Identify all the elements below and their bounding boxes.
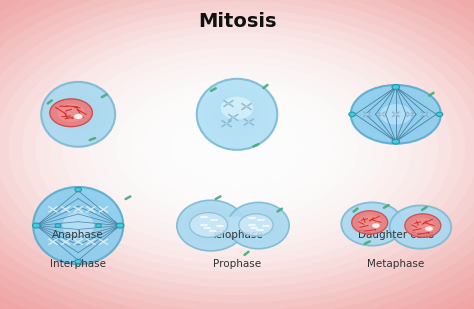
Ellipse shape: [197, 79, 277, 150]
Ellipse shape: [341, 202, 403, 246]
Ellipse shape: [69, 218, 87, 233]
Circle shape: [408, 113, 412, 116]
Circle shape: [116, 223, 124, 228]
Ellipse shape: [414, 223, 427, 231]
Circle shape: [75, 259, 82, 264]
Circle shape: [96, 224, 101, 227]
Circle shape: [75, 188, 82, 192]
Ellipse shape: [369, 97, 423, 132]
Ellipse shape: [60, 210, 96, 241]
Ellipse shape: [49, 88, 108, 140]
Ellipse shape: [0, 9, 474, 287]
Ellipse shape: [390, 205, 451, 249]
Ellipse shape: [240, 212, 277, 239]
Ellipse shape: [402, 214, 439, 240]
Ellipse shape: [41, 82, 115, 147]
Circle shape: [358, 215, 382, 230]
Circle shape: [405, 214, 441, 237]
Ellipse shape: [408, 218, 433, 236]
Ellipse shape: [390, 205, 451, 249]
Ellipse shape: [183, 205, 238, 246]
Circle shape: [50, 99, 92, 127]
Ellipse shape: [396, 210, 445, 244]
Circle shape: [372, 223, 380, 228]
Ellipse shape: [183, 117, 291, 179]
Ellipse shape: [33, 187, 123, 264]
Ellipse shape: [64, 101, 93, 127]
Circle shape: [225, 122, 228, 125]
Ellipse shape: [9, 17, 465, 280]
Ellipse shape: [197, 125, 277, 171]
Ellipse shape: [191, 210, 231, 241]
Circle shape: [245, 105, 248, 108]
Circle shape: [239, 214, 273, 236]
Ellipse shape: [63, 48, 411, 249]
Ellipse shape: [360, 215, 384, 233]
Circle shape: [227, 102, 230, 105]
Ellipse shape: [129, 87, 345, 210]
Ellipse shape: [351, 85, 441, 144]
Ellipse shape: [177, 200, 245, 251]
Ellipse shape: [351, 85, 441, 144]
Ellipse shape: [0, 2, 474, 295]
Ellipse shape: [49, 40, 425, 256]
Ellipse shape: [42, 195, 114, 256]
Ellipse shape: [221, 97, 253, 120]
Text: Prophase: Prophase: [213, 259, 261, 269]
Ellipse shape: [360, 91, 432, 138]
Text: Anaphase: Anaphase: [53, 230, 104, 240]
Ellipse shape: [387, 108, 405, 120]
Ellipse shape: [33, 187, 123, 264]
Text: Mitosis: Mitosis: [198, 12, 276, 31]
Ellipse shape: [213, 93, 261, 136]
Circle shape: [380, 113, 383, 116]
Ellipse shape: [89, 63, 385, 233]
Circle shape: [33, 223, 40, 228]
Text: Interphase: Interphase: [50, 259, 106, 269]
Ellipse shape: [36, 32, 438, 264]
Ellipse shape: [205, 86, 269, 143]
Circle shape: [247, 121, 251, 123]
Ellipse shape: [22, 25, 452, 272]
Ellipse shape: [221, 100, 253, 129]
Ellipse shape: [366, 220, 378, 228]
Ellipse shape: [56, 95, 100, 134]
Ellipse shape: [156, 102, 318, 195]
Ellipse shape: [380, 104, 411, 125]
Circle shape: [190, 213, 228, 237]
Circle shape: [392, 85, 400, 90]
Ellipse shape: [177, 200, 245, 251]
Circle shape: [423, 113, 427, 116]
Circle shape: [365, 113, 369, 116]
Ellipse shape: [170, 110, 304, 187]
Ellipse shape: [197, 79, 277, 150]
Circle shape: [411, 218, 435, 233]
Ellipse shape: [347, 207, 397, 241]
Circle shape: [425, 226, 433, 231]
Ellipse shape: [210, 133, 264, 164]
Ellipse shape: [103, 71, 371, 226]
Ellipse shape: [229, 107, 245, 121]
Circle shape: [55, 224, 61, 227]
Ellipse shape: [224, 141, 250, 156]
Ellipse shape: [252, 221, 264, 230]
Text: Daughter cells: Daughter cells: [358, 230, 434, 240]
Ellipse shape: [143, 94, 331, 202]
Ellipse shape: [234, 207, 283, 244]
Circle shape: [352, 211, 388, 234]
Text: Telophase: Telophase: [211, 230, 263, 240]
Ellipse shape: [228, 202, 289, 249]
Ellipse shape: [378, 103, 414, 126]
Ellipse shape: [41, 82, 115, 147]
Ellipse shape: [228, 202, 289, 249]
Ellipse shape: [218, 216, 251, 235]
Ellipse shape: [71, 108, 86, 121]
Ellipse shape: [341, 202, 403, 246]
Ellipse shape: [116, 79, 358, 218]
